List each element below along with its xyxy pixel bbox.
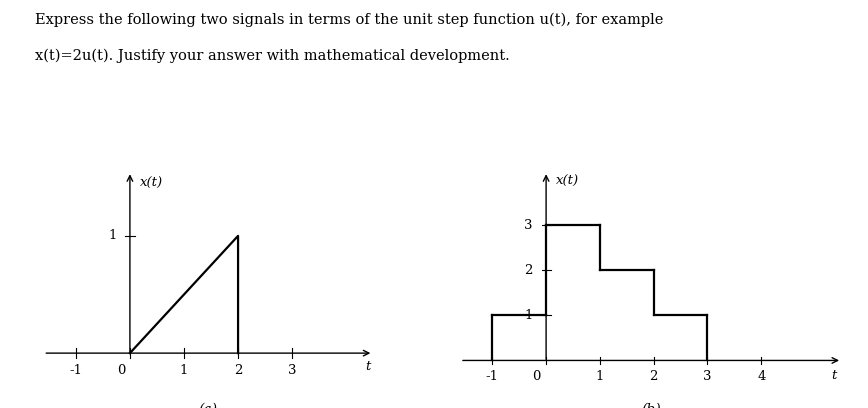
Text: 0: 0 [118,364,126,377]
Text: -1: -1 [69,364,82,377]
Text: x(t): x(t) [140,177,163,190]
Text: 3: 3 [288,364,296,377]
Text: t: t [832,368,837,381]
Text: 1: 1 [524,309,533,322]
Text: 3: 3 [524,219,533,232]
Text: 2: 2 [649,370,658,383]
Text: -1: -1 [486,370,499,383]
Text: x(t): x(t) [556,175,579,188]
Text: 1: 1 [108,229,116,242]
Text: t: t [365,359,371,373]
Text: 0: 0 [532,370,541,383]
Text: 1: 1 [180,364,188,377]
Text: x(t)=2u(t). Justify your answer with mathematical development.: x(t)=2u(t). Justify your answer with mat… [35,49,510,63]
Text: 2: 2 [524,264,533,277]
Text: 1: 1 [595,370,604,383]
Text: Express the following two signals in terms of the unit step function u(t), for e: Express the following two signals in ter… [35,12,663,27]
Text: 3: 3 [703,370,712,383]
Text: (b): (b) [641,402,661,408]
Text: 2: 2 [233,364,242,377]
Text: (a): (a) [199,402,218,408]
Text: 4: 4 [757,370,766,383]
